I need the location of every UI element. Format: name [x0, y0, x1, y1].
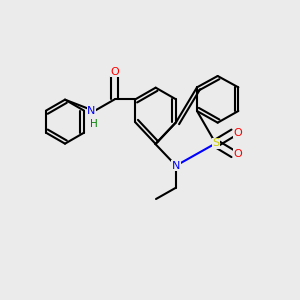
Text: N: N — [87, 106, 95, 116]
Text: O: O — [233, 149, 242, 159]
Text: H: H — [90, 118, 98, 129]
Text: S: S — [212, 138, 219, 148]
Text: N: N — [172, 161, 180, 171]
Text: O: O — [233, 128, 242, 138]
Text: O: O — [110, 67, 119, 76]
